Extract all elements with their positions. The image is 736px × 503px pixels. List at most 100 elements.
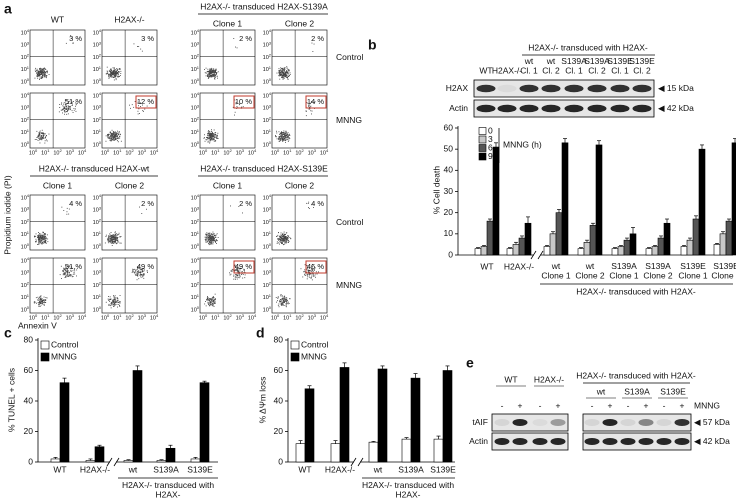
dot [284,138,285,139]
tick-label: 104 [150,148,159,156]
dot [283,238,284,239]
dot [286,305,287,306]
dot [44,143,45,144]
dot [243,106,244,107]
band [565,85,584,93]
band [639,419,654,426]
dot [315,274,316,275]
tick-label: 102 [21,53,30,61]
dot [117,136,118,137]
tick-exponent: 0 [269,242,272,247]
column-title: Clone 2 [285,180,315,190]
dot [106,73,107,74]
dot [69,274,70,275]
dot [275,135,276,136]
tick-exponent: 0 [205,313,208,318]
dot [117,238,118,239]
dot [280,135,281,136]
dot [137,273,138,274]
dot [212,301,213,302]
tick-exponent: 2 [27,53,30,58]
dot [316,271,317,272]
tick-label: 101 [93,293,102,301]
dot [117,76,118,77]
tick-label: 104 [93,256,102,264]
dot [121,141,122,142]
tick-exponent: 1 [119,313,122,318]
text-line: Cl. 2 [633,66,651,76]
x-tick-label: H2AX-/- [325,464,355,474]
dot [211,138,212,139]
dot [110,134,111,135]
dot [47,72,48,73]
dot [119,131,120,132]
dot [43,236,44,237]
size-marker: ◀ 42 kDa [694,436,730,446]
tick-exponent: 1 [289,148,292,153]
dot [216,138,217,139]
dot [43,242,44,243]
dot [279,136,280,137]
error-bar [520,236,524,238]
dot [64,114,65,115]
chart-subtitle: H2AX-/- transduced withH2AX- [362,480,454,499]
treatment-sign: - [591,400,594,410]
dot [279,74,280,75]
panel-label: d [256,325,265,341]
dot [134,273,135,274]
bar [507,249,513,255]
dot [110,299,111,300]
dot [38,140,39,141]
dot [115,232,116,233]
tick-label: 102 [53,148,62,156]
dot [288,72,289,73]
dot [114,306,115,307]
dot [211,243,212,244]
dot [69,107,70,108]
dot [39,133,40,134]
y-tick-label: 60 [24,365,34,375]
dot [34,301,35,302]
x-tick-label: wt [128,464,138,474]
group-label: H2AX-/- [534,374,564,384]
dot [76,276,77,277]
dot [278,304,279,305]
column-title: Clone 2 [115,180,145,190]
dot [113,301,114,302]
band [585,419,600,426]
treatment-sign: + [680,400,685,410]
dot [283,74,284,75]
dot [141,277,142,278]
dot [36,233,37,234]
dot [117,235,118,236]
dot [108,299,109,300]
tick-label: 103 [93,268,102,276]
tick-exponent: 2 [197,53,200,58]
dot [276,302,277,303]
tick-exponent: 4 [197,91,200,96]
bar [340,367,349,462]
dot [210,244,211,245]
dot [110,69,111,70]
dot [284,241,285,242]
dot [209,233,210,234]
dot [38,71,39,72]
band [588,105,607,113]
dot [314,44,315,45]
dot [207,238,208,239]
tick-label: 104 [248,313,257,321]
dot [237,106,238,107]
legend-swatch [41,341,49,349]
dot [288,135,289,136]
dot [44,75,45,76]
dot [209,298,210,299]
dot [130,108,131,109]
dot [215,301,216,302]
dot [111,73,112,74]
dot [117,70,118,71]
y-tick-label: 80 [24,334,34,344]
tick-exponent: 3 [197,103,200,108]
dot [280,140,281,141]
dot [62,113,63,114]
dot [118,242,119,243]
